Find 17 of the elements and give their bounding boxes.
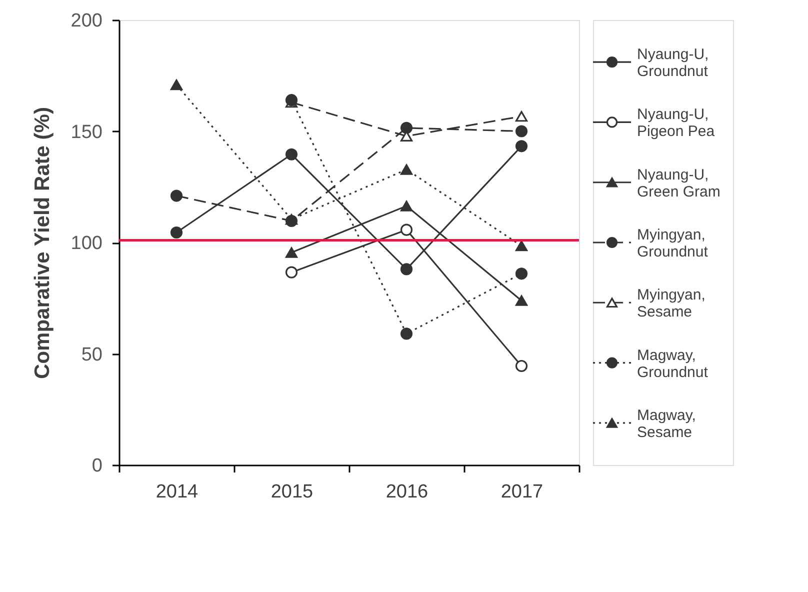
legend-label: Nyaung-U, Pigeon Pea (637, 106, 716, 140)
legend-label: Magway, Groundnut (637, 346, 709, 381)
x-tick-label: 2016 (386, 482, 428, 502)
y-tick-label: 200 (70, 10, 102, 32)
y-axis-title: Comparative Yield Rate (%) (30, 107, 54, 379)
x-tick-label: 2014 (156, 482, 199, 502)
legend-label: Magway, Sesame (637, 406, 696, 441)
x-tick-label: 2015 (270, 482, 314, 502)
legend-label: Nyaung-U, Green Gram (637, 166, 720, 200)
y-tick-label: 100 (70, 233, 102, 254)
y-tick-label: 150 (70, 122, 102, 143)
x-tick-label: 2017 (500, 482, 544, 502)
legend-label: Myingyan, Groundnut (637, 226, 709, 260)
y-tick-label: 0 (92, 456, 102, 476)
legend-label: Nyaung-U, Groundnut (637, 46, 709, 80)
legend-label: Myingyan, Sesame (637, 286, 706, 321)
y-tick-label: 50 (81, 344, 102, 366)
